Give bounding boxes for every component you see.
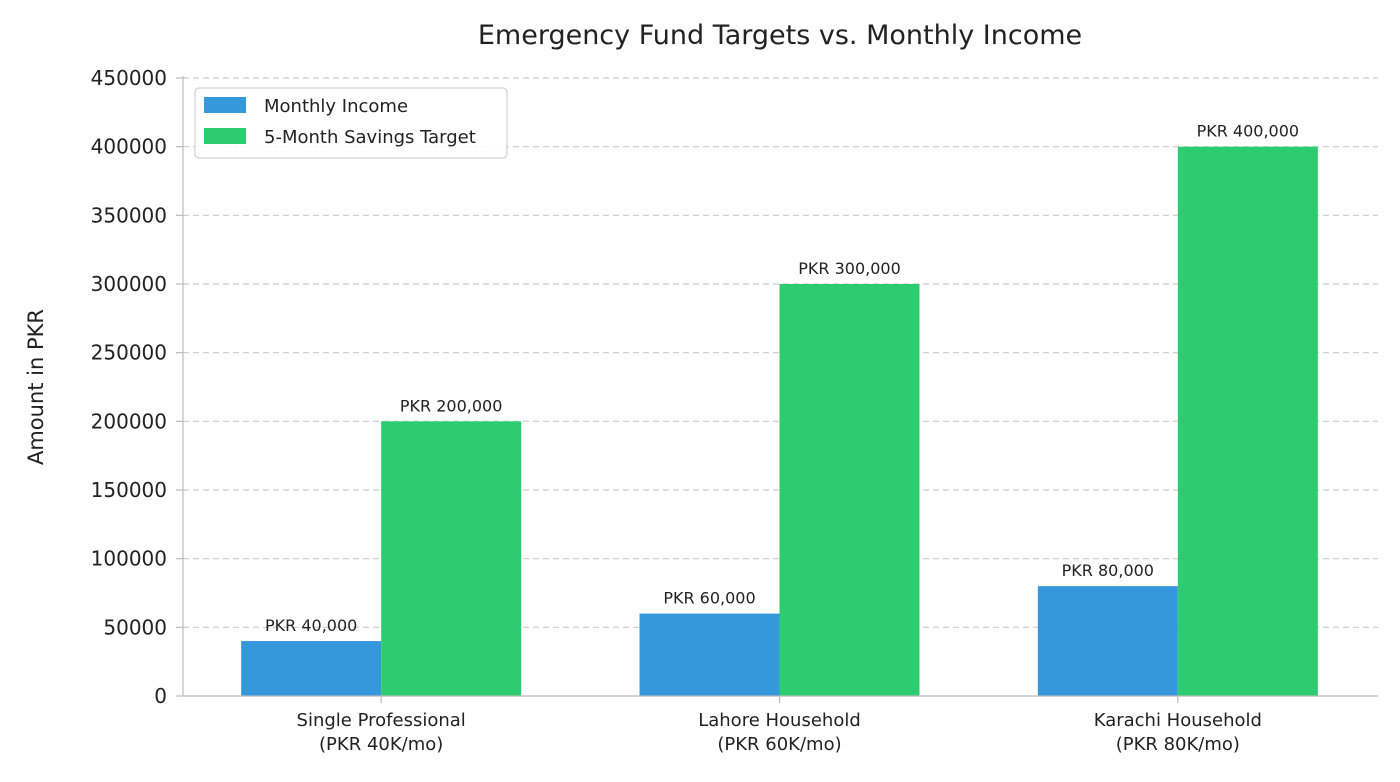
y-tick-label: 200000 xyxy=(91,409,167,433)
y-tick-label: 250000 xyxy=(91,341,167,365)
bar-value-label: PKR 60,000 xyxy=(663,589,755,608)
legend-frame xyxy=(194,87,508,159)
bar-value-label: PKR 300,000 xyxy=(798,259,901,278)
axes: 0 50000 100000 150000 200000 250000 300000 3500… xyxy=(91,66,1378,755)
bar-monthly-income xyxy=(639,613,780,696)
y-tick-label: 300000 xyxy=(91,272,167,296)
bar-value-label: PKR 40,000 xyxy=(265,616,357,635)
bar-value-label: PKR 400,000 xyxy=(1197,122,1300,141)
y-tick-label: 50000 xyxy=(103,615,167,639)
bar-savings-target xyxy=(779,284,920,696)
bar-monthly-income xyxy=(1037,586,1178,696)
bar-value-label: PKR 200,000 xyxy=(400,396,503,415)
bar-value-labels: PKR 40,000 PKR 200,000 PKR 60,000 PKR 300,0… xyxy=(265,122,1299,635)
chart-title: Emergency Fund Targets vs. Monthly Incom… xyxy=(478,20,1082,51)
legend-label: 5-Month Savings Target xyxy=(264,127,476,148)
y-tick-label: 0 xyxy=(154,684,167,708)
y-tick-label: 450000 xyxy=(91,66,167,90)
x-tick-label: (PKR 60K/mo) xyxy=(717,734,841,755)
bar-value-label: PKR 80,000 xyxy=(1062,561,1154,580)
legend-swatch xyxy=(204,97,246,113)
y-tick-label: 100000 xyxy=(91,547,167,571)
bar-savings-target xyxy=(381,421,522,696)
y-tick-label: 400000 xyxy=(91,135,167,159)
legend-label: Monthly Income xyxy=(264,96,408,117)
bar-monthly-income xyxy=(241,641,382,696)
bars xyxy=(241,146,1318,696)
legend-swatch xyxy=(204,128,246,144)
legend: Monthly Income 5-Month Savings Target xyxy=(194,87,508,159)
y-tick-label: 350000 xyxy=(91,203,167,227)
x-tick-label: (PKR 40K/mo) xyxy=(319,734,443,755)
x-tick-label: Lahore Household xyxy=(698,710,861,731)
x-tick-label: Karachi Household xyxy=(1094,710,1262,731)
x-tick-label: (PKR 80K/mo) xyxy=(1116,734,1240,755)
y-axis-label: Amount in PKR xyxy=(24,309,48,465)
x-tick-label: Single Professional xyxy=(297,710,466,731)
y-tick-label: 150000 xyxy=(91,478,167,502)
bar-savings-target xyxy=(1177,146,1318,696)
